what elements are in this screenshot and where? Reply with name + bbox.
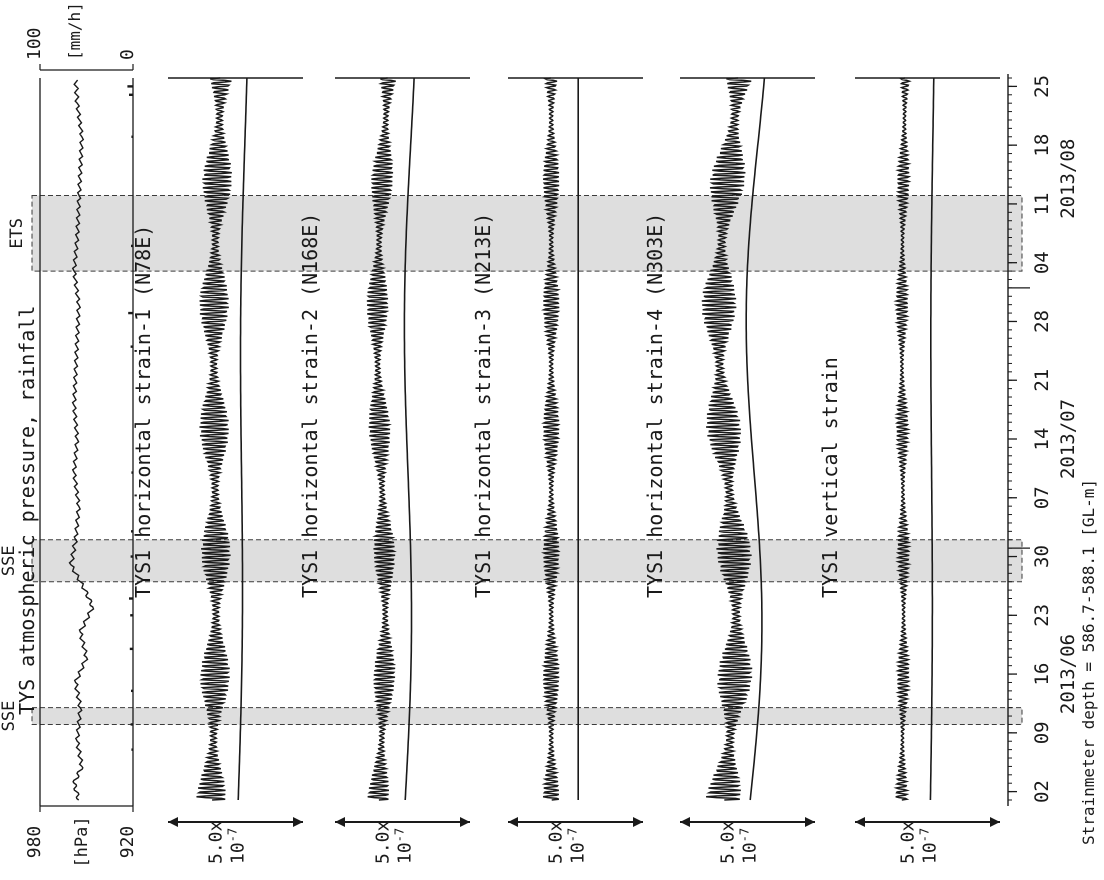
month-label-2013-07: 2013/07	[1057, 399, 1079, 479]
pressure-tick-920: 920	[117, 826, 138, 859]
strain-panel-3: 5.0x 10-7 TYS1 horizontal strain-3 (N213E)	[471, 77, 643, 864]
month-label-2013-08: 2013/08	[1057, 139, 1079, 219]
month-label-2013-06: 2013/06	[1057, 634, 1079, 714]
strain-panel-title: TYS1 vertical strain	[818, 357, 842, 598]
scale-power: -7	[226, 828, 240, 842]
event-bands: SSE SSE ETS	[0, 195, 1023, 732]
scale-arrowhead-left	[855, 817, 865, 827]
event-band-1	[31, 539, 1023, 583]
time-tick-label-07: 07	[1031, 486, 1053, 509]
strain-trace-detided	[403, 77, 415, 801]
rain-bar-8	[131, 471, 133, 474]
pressure-tick-980: 980	[24, 826, 45, 859]
scale-value: 5.0x	[718, 820, 739, 864]
scale-power: -7	[918, 828, 932, 842]
scale-arrowhead-right	[805, 817, 815, 827]
time-tick-label-02: 02	[1031, 780, 1053, 803]
pressure-unit: [hPa]	[72, 816, 92, 867]
time-tick-label-09: 09	[1031, 721, 1053, 744]
scale-arrowhead-right	[633, 817, 643, 827]
event-label-1: SSE	[0, 545, 19, 576]
strain-trace-raw	[196, 77, 232, 801]
scale-value: 5.0x	[898, 820, 919, 864]
scale-value: 5.0x	[546, 820, 567, 864]
event-label-2: ETS	[7, 218, 27, 249]
strainmeter-depth-note: Strainmeter depth = 586.7-588.1 [GL-m]	[1079, 479, 1098, 845]
strain-trace-raw	[540, 77, 561, 801]
rain-bar-13	[129, 93, 133, 96]
scale-exponent: 10-7	[566, 828, 589, 864]
rain-bar-10	[128, 311, 133, 315]
scale-arrowhead-left	[680, 817, 690, 827]
scale-power: -7	[393, 828, 407, 842]
scale-arrowhead-right	[990, 817, 1000, 827]
strain-panel-title: TYS1 horizontal strain-1 (N78E)	[131, 225, 155, 598]
time-tick-label-18: 18	[1031, 134, 1053, 157]
strain-panel-title: TYS1 horizontal strain-3 (N213E)	[471, 213, 495, 598]
rain-bar-7	[131, 530, 133, 533]
event-label-0: SSE	[0, 701, 19, 732]
scale-value: 5.0x	[373, 820, 394, 864]
event-band-0	[31, 707, 1023, 725]
pressure-rain-panel: 980 920 [hPa] 100 0 [mm/h] TYS atmospheric pre…	[15, 2, 138, 867]
scale-exponent: 10-7	[918, 828, 941, 864]
pressure-series-line	[68, 79, 95, 801]
scale-power: -7	[566, 828, 580, 842]
scale-arrowhead-left	[168, 817, 178, 827]
strain-panel-title: TYS1 horizontal strain-4 (N303E)	[643, 213, 667, 598]
strain-panel-1: 5.0x 10-7 TYS1 horizontal strain-1 (N78E)	[131, 77, 303, 864]
event-band-2	[31, 195, 1023, 272]
time-tick-label-14: 14	[1031, 428, 1053, 451]
scale-exponent: 10-7	[393, 828, 416, 864]
time-tick-label-23: 23	[1031, 604, 1053, 627]
rain-tick-100: 100	[24, 27, 45, 60]
rain-bar-3	[129, 647, 133, 651]
scale-power: -7	[738, 828, 752, 842]
scale-exponent: 10-7	[226, 828, 249, 864]
pressure-panel-title: TYS atmospheric pressure, rainfall	[15, 306, 39, 715]
scale-arrowhead-right	[293, 817, 303, 827]
time-tick-label-16: 16	[1031, 663, 1053, 686]
strain-trace-detided	[745, 77, 766, 801]
strain-panel-title: TYS1 horizontal strain-2 (N168E)	[298, 213, 322, 598]
strain-trace-raw	[893, 77, 912, 801]
scale-arrowhead-left	[335, 817, 345, 827]
rain-bar-5	[129, 597, 133, 600]
scale-arrowhead-left	[508, 817, 518, 827]
rain-unit: [mm/h]	[65, 2, 84, 60]
rain-bar-1	[130, 723, 133, 726]
rain-bar-9	[130, 345, 133, 348]
time-tick-label-25: 25	[1031, 75, 1053, 98]
time-tick-label-21: 21	[1031, 369, 1053, 392]
scale-arrowhead-right	[460, 817, 470, 827]
strain-panel-4: 5.0x 10-7 TYS1 horizontal strain-4 (N303E)	[643, 77, 815, 864]
rain-bar-0	[131, 748, 133, 751]
time-tick-label-30: 30	[1031, 545, 1053, 568]
strain-trace-detided	[929, 77, 935, 801]
rain-bar-6	[130, 555, 133, 558]
rain-bar-12	[131, 135, 133, 138]
rain-bar-4	[130, 614, 133, 617]
rain-bar-2	[131, 689, 133, 693]
time-tick-label-04: 04	[1031, 251, 1053, 274]
strain-trace-raw	[366, 77, 397, 801]
time-tick-label-11: 11	[1031, 192, 1053, 215]
time-tick-label-28: 28	[1031, 310, 1053, 333]
strain-trace-raw	[701, 77, 753, 801]
strain-panel-5: 5.0x 10-7 TYS1 vertical strain	[818, 77, 1000, 864]
time-axis: 02 09 16 23 30 07 14 21 28 04 11 18 25 2013/06 2013/07…	[1007, 74, 1098, 845]
rain-tick-0: 0	[117, 49, 138, 60]
strain-trace-detided	[237, 77, 248, 801]
rain-bar-11	[131, 244, 133, 248]
scale-value: 5.0x	[206, 820, 227, 864]
rain-bar-14	[127, 85, 133, 88]
scale-exponent: 10-7	[738, 828, 761, 864]
